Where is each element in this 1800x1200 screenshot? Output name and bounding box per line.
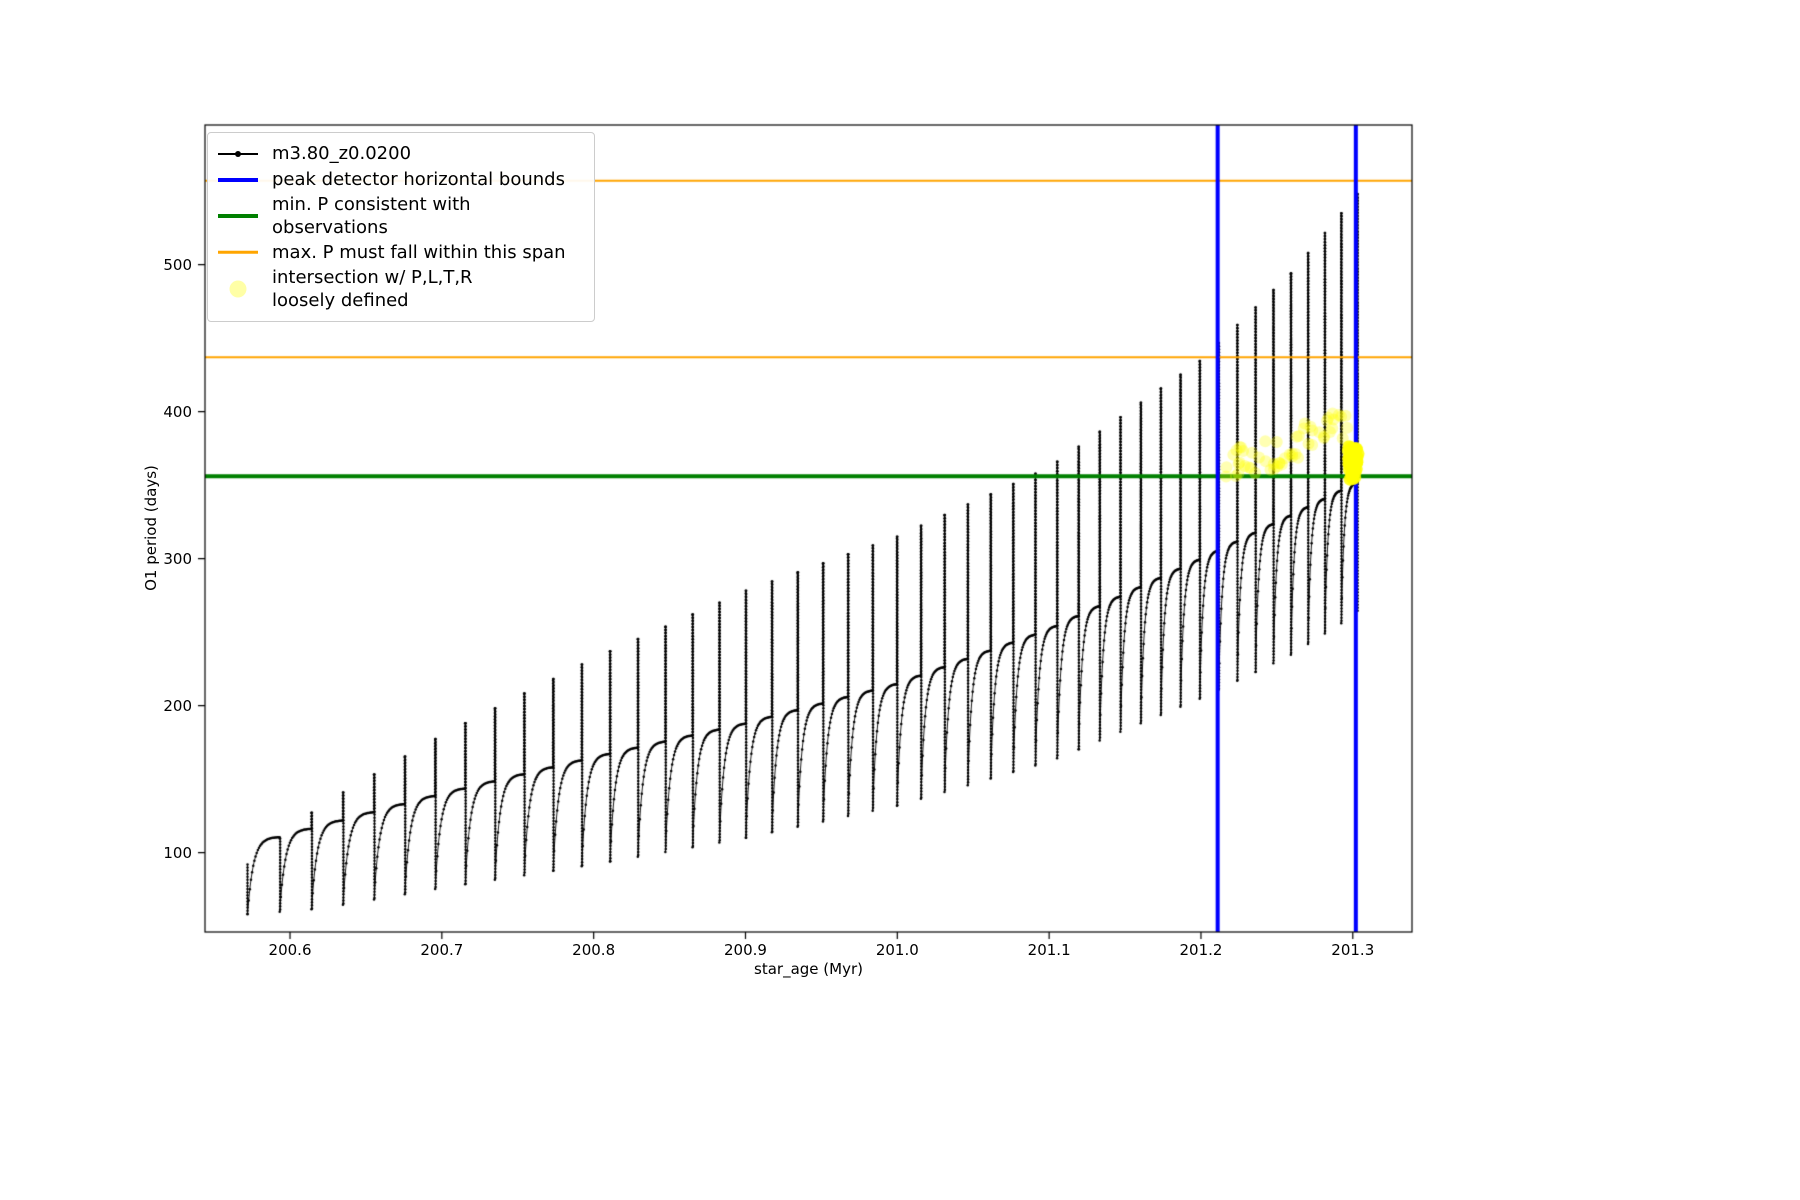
line-dot-swatch-icon — [218, 144, 258, 164]
legend-item-max-p: max. P must fall within this span — [218, 239, 584, 265]
y-tick-label: 100 — [163, 843, 192, 862]
x-tick-label: 201.3 — [1331, 941, 1375, 959]
x-tick-label: 201.2 — [1179, 941, 1223, 959]
x-tick-label: 201.0 — [875, 941, 919, 959]
legend-item-min-p: min. P consistent with observations — [218, 193, 584, 239]
x-tick-label: 200.7 — [420, 941, 464, 959]
orange-line-swatch-icon — [218, 242, 258, 262]
legend-label-max-p: max. P must fall within this span — [272, 241, 566, 263]
legend-label-peak-bounds: peak detector horizontal bounds — [272, 169, 565, 191]
legend-label-series: m3.80_z0.0200 — [272, 143, 412, 165]
y-tick-label: 400 — [163, 402, 192, 421]
legend-label-intersection: intersection w/ P,L,T,R loosely defined — [272, 267, 473, 312]
x-tick-label: 200.6 — [268, 941, 312, 959]
x-tick-label: 201.1 — [1027, 941, 1071, 959]
green-line-swatch-icon — [218, 206, 258, 226]
y-tick-label: 300 — [163, 549, 192, 568]
x-axis-label: star_age (Myr) — [754, 960, 863, 978]
y-tick-label: 500 — [163, 255, 192, 274]
x-tick-label: 200.8 — [572, 941, 616, 959]
legend-item-intersection: intersection w/ P,L,T,R loosely defined — [218, 265, 584, 313]
y-axis-label: O1 period (days) — [142, 465, 160, 591]
legend: m3.80_z0.0200 peak detector horizontal b… — [207, 132, 595, 323]
legend-item-peak-bounds: peak detector horizontal bounds — [218, 167, 584, 193]
legend-label-min-p: min. P consistent with observations — [272, 194, 471, 239]
y-tick-label: 200 — [163, 696, 192, 715]
yellow-dot-swatch-icon — [218, 279, 258, 299]
blue-line-swatch-icon — [218, 170, 258, 190]
x-tick-label: 200.9 — [724, 941, 767, 959]
legend-item-series: m3.80_z0.0200 — [218, 141, 584, 167]
